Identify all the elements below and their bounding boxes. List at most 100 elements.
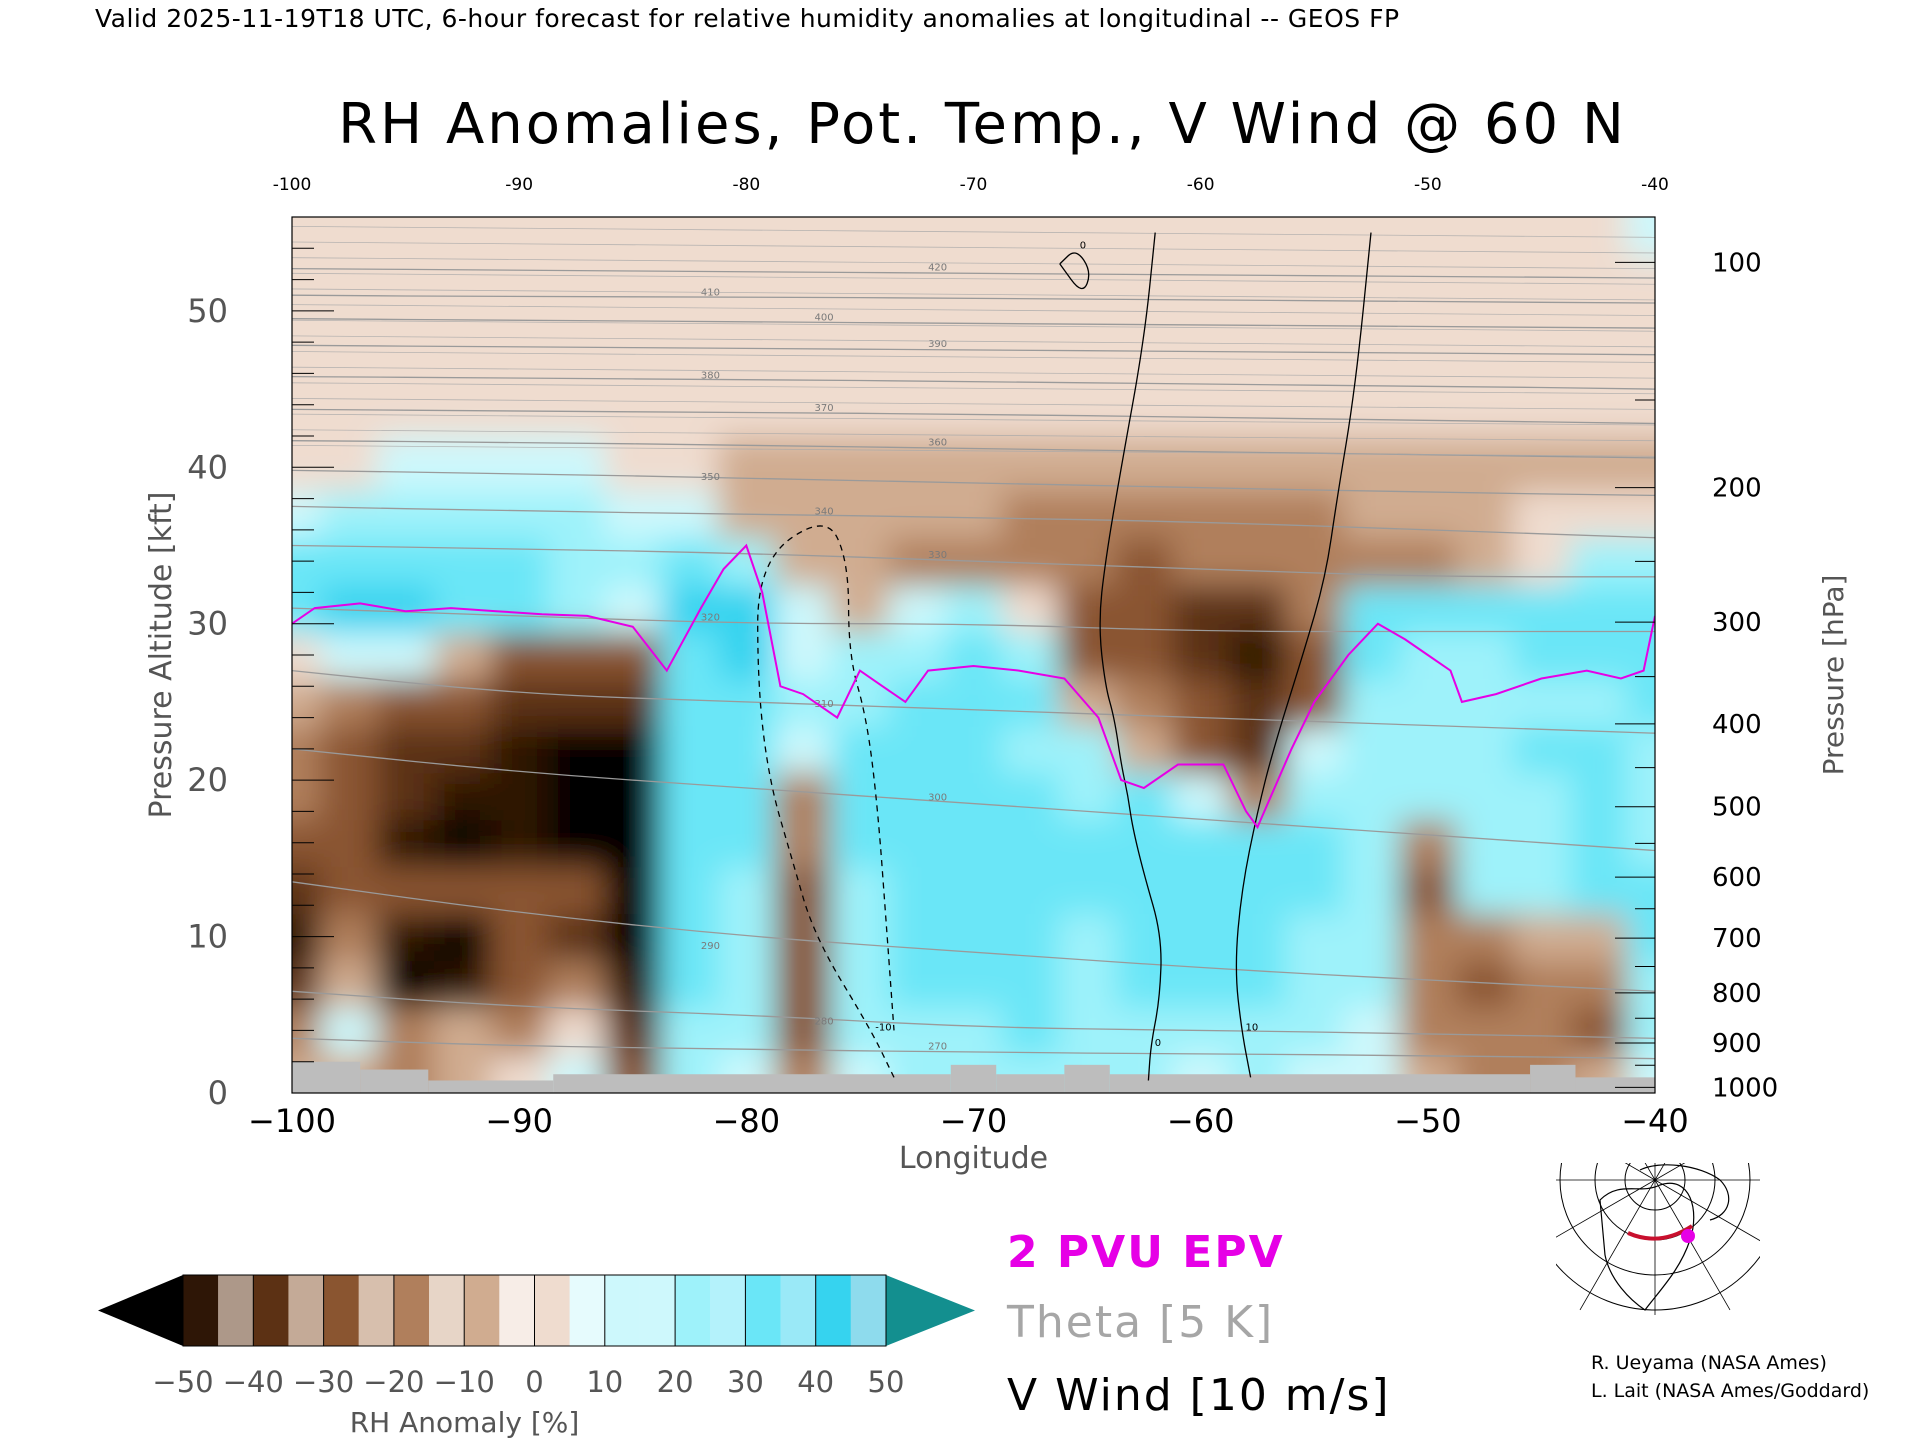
- rh-cell: [831, 960, 890, 1008]
- rh-cell: [1342, 772, 1401, 821]
- map-meridian: [1654, 1163, 1686, 1181]
- rh-cell: [1513, 373, 1571, 437]
- rh-cell: [888, 772, 947, 821]
- rh-cell: [717, 310, 776, 375]
- rh-cell: [1115, 490, 1174, 539]
- axes: −100-100−90-90−80-80−70-70−60-60−50-50−4…: [144, 175, 1850, 1176]
- rh-cell: [604, 436, 663, 492]
- theta-contour-340: [292, 505, 1655, 539]
- theta-contour-370: [292, 408, 1655, 425]
- rh-cell: [1115, 217, 1174, 258]
- rh-cell: [1456, 537, 1515, 586]
- colorbar-tick-label: 40: [797, 1365, 834, 1399]
- rh-cell: [490, 819, 549, 868]
- colorbar-label: RH Anomaly [%]: [350, 1406, 580, 1439]
- rh-cell: [377, 913, 435, 962]
- theta-contour-350: [292, 469, 1655, 497]
- colorbar-swatch: [604, 1275, 640, 1346]
- rh-cell: [1456, 217, 1515, 258]
- rh-cell: [1001, 256, 1060, 312]
- rh-cell: [377, 537, 435, 586]
- y-tick-label: 10: [187, 918, 228, 956]
- theta-label: 300: [928, 793, 947, 804]
- rh-cell: [1626, 866, 1655, 915]
- rh-cell: [1342, 866, 1401, 915]
- x-tick-label: −60: [1167, 1102, 1235, 1140]
- rh-cell: [1001, 490, 1060, 539]
- y-axis-label: Pressure Altitude [kft]: [144, 492, 179, 819]
- rh-cell: [433, 631, 492, 680]
- rh-cell: [1626, 310, 1655, 375]
- theta-label: 410: [701, 287, 720, 298]
- rh-cell: [1285, 373, 1344, 437]
- chart-title: RH Anomalies, Pot. Temp., V Wind @ 60 N: [338, 92, 1627, 157]
- rh-cell: [1569, 772, 1628, 821]
- rh-cell: [1229, 490, 1287, 539]
- rh-cell: [433, 490, 492, 539]
- rh-cell: [1626, 584, 1655, 633]
- rh-cell: [774, 537, 833, 586]
- rh-cell: [490, 490, 549, 539]
- rh-cell: [1229, 436, 1287, 492]
- colorbar-swatch-blend: [218, 1275, 254, 1346]
- rh-cell: [320, 1006, 379, 1055]
- rh-cell: [774, 373, 833, 437]
- credit-line-2: L. Lait (NASA Ames/Goddard): [1591, 1380, 1870, 1402]
- rh-cell: [547, 960, 606, 1008]
- terrain-mask: [292, 1061, 1655, 1093]
- rh-cell: [490, 725, 549, 774]
- rh-cell: [888, 631, 947, 680]
- rh-cell: [661, 631, 719, 680]
- rh-cell: [1342, 819, 1401, 868]
- rh-cell: [604, 866, 663, 915]
- rh-cell: [490, 373, 549, 437]
- theta-minor: [292, 257, 1655, 270]
- rh-cell: [774, 256, 833, 312]
- rh-cell: [433, 436, 492, 492]
- rh-cell: [604, 725, 663, 774]
- v-wind-contour: [1099, 232, 1162, 1081]
- terrain-block: [950, 1064, 997, 1093]
- rh-cell: [774, 819, 833, 868]
- rh-cell: [1285, 772, 1344, 821]
- rh-cell: [1342, 537, 1401, 586]
- theta-label: 330: [928, 550, 947, 561]
- rh-cell: [661, 960, 719, 1008]
- rh-cell: [1058, 913, 1117, 962]
- rh-cell: [433, 537, 492, 586]
- colorbar-swatch: [534, 1275, 570, 1346]
- rh-cell: [1058, 960, 1117, 1008]
- rh-cell: [1001, 725, 1060, 774]
- theta-label: 290: [701, 941, 720, 952]
- rh-cell: [1229, 256, 1287, 312]
- rh-cell: [661, 256, 719, 312]
- rh-cell: [661, 310, 719, 375]
- rh-cell: [377, 217, 435, 258]
- rh-cell: [945, 490, 1003, 539]
- theta-label: 400: [814, 312, 833, 323]
- colorbar-over-arrow: [886, 1275, 975, 1346]
- rh-cell: [1172, 436, 1231, 492]
- rh-cell: [717, 819, 776, 868]
- legend-vwind: V Wind [10 m/s]: [1007, 1370, 1391, 1421]
- colorbar: −50 −40 −30 −20 −10 0 10 20 30 40 50 RH Anomaly [%]: [98, 1274, 975, 1439]
- map-meridian: [1579, 1179, 1656, 1311]
- rh-cell: [661, 537, 719, 586]
- rh-cell: [1456, 436, 1515, 492]
- rh-cell: [1229, 584, 1287, 633]
- v-wind-contours: 0 10 0 -10: [757, 232, 1372, 1081]
- theta-label: 360: [928, 438, 947, 449]
- colorbar-tick-label: −50: [152, 1365, 213, 1399]
- theta-contour-280: [292, 990, 1655, 1039]
- terrain-block: [996, 1074, 1065, 1093]
- rh-cell: [1342, 913, 1401, 962]
- rh-cell: [774, 436, 833, 492]
- rh-cell: [604, 490, 663, 539]
- rh-cell: [1229, 537, 1287, 586]
- rh-cell: [1058, 537, 1117, 586]
- theta-contour-380: [292, 375, 1655, 390]
- rh-cell: [1399, 584, 1458, 633]
- terrain-block: [1575, 1077, 1655, 1093]
- rh-cell: [1001, 310, 1060, 375]
- theta-contour-330: [292, 544, 1655, 578]
